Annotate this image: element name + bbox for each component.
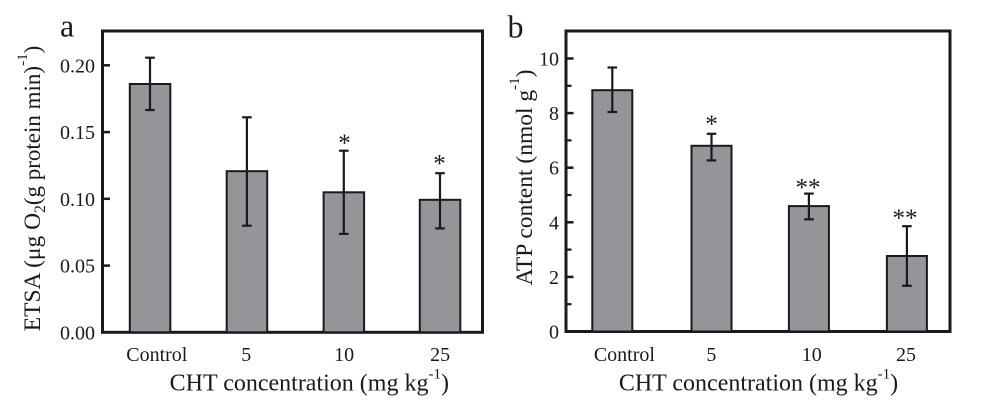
svg-text:2: 2 bbox=[549, 267, 559, 289]
svg-text:5: 5 bbox=[706, 344, 716, 366]
svg-text:0.20: 0.20 bbox=[60, 55, 95, 77]
svg-text:Control: Control bbox=[594, 344, 656, 366]
svg-text:8: 8 bbox=[549, 103, 559, 125]
svg-text:10: 10 bbox=[802, 344, 822, 366]
svg-text:Control: Control bbox=[126, 344, 188, 366]
svg-text:*: * bbox=[705, 111, 718, 138]
svg-text:0.05: 0.05 bbox=[60, 256, 95, 278]
svg-text:ETSA (μg O2(g protein min)-1): ETSA (μg O2(g protein min)-1) bbox=[15, 46, 49, 332]
svg-text:**: ** bbox=[893, 205, 918, 232]
svg-text:**: ** bbox=[796, 175, 821, 202]
svg-text:*: * bbox=[433, 150, 446, 177]
svg-text:0.00: 0.00 bbox=[60, 322, 95, 344]
svg-text:25: 25 bbox=[430, 344, 450, 366]
svg-text:*: * bbox=[338, 130, 351, 157]
svg-text:CHT concentration (mg kg-1): CHT concentration (mg kg-1) bbox=[619, 367, 898, 397]
svg-text:0.15: 0.15 bbox=[60, 122, 95, 144]
svg-text:4: 4 bbox=[549, 212, 559, 234]
svg-text:5: 5 bbox=[241, 344, 251, 366]
svg-text:a: a bbox=[60, 8, 74, 44]
svg-text:ATP content (nmol g-1): ATP content (nmol g-1) bbox=[507, 70, 538, 286]
svg-text:6: 6 bbox=[549, 158, 559, 180]
svg-text:b: b bbox=[508, 9, 524, 45]
svg-text:0.10: 0.10 bbox=[60, 189, 95, 211]
svg-text:CHT concentration (mg kg-1): CHT concentration (mg kg-1) bbox=[170, 367, 449, 397]
svg-text:10: 10 bbox=[334, 344, 354, 366]
svg-text:0: 0 bbox=[549, 322, 559, 344]
svg-text:10: 10 bbox=[539, 49, 559, 71]
svg-text:25: 25 bbox=[896, 344, 916, 366]
